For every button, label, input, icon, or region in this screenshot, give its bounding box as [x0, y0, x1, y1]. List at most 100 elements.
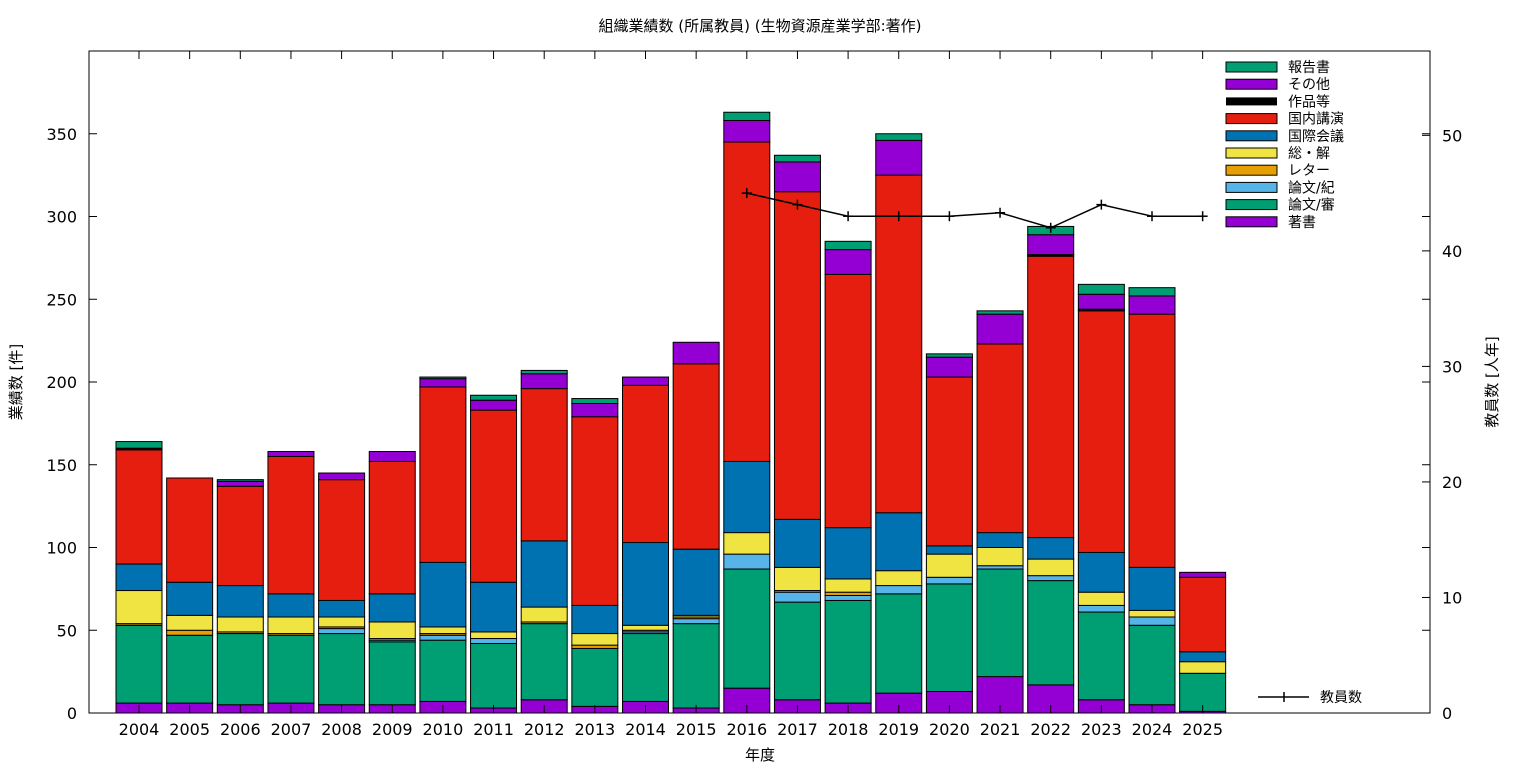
x-tick-label: 2018 — [828, 720, 869, 739]
bar-segment — [470, 631, 518, 640]
x-tick-label: 2015 — [676, 720, 717, 739]
x-tick-label: 2017 — [777, 720, 818, 739]
y2-tick-label: 0 — [1442, 704, 1452, 723]
bar-segment — [1027, 580, 1075, 686]
bar-segment — [824, 595, 872, 601]
legend-swatch — [1225, 147, 1278, 159]
legend-swatch — [1225, 216, 1278, 228]
bar-segment — [571, 647, 619, 707]
bar-segment — [1027, 255, 1075, 539]
bar-segment — [520, 540, 568, 608]
bar-segment — [622, 542, 669, 626]
legend-label: 国際会議 — [1288, 128, 1344, 145]
bar-segment — [773, 601, 821, 701]
x-tick-label: 2012 — [524, 720, 565, 739]
bar-segment — [824, 273, 872, 529]
bar-segment — [166, 629, 214, 636]
bars-group — [115, 111, 1227, 714]
chart-title: 組織業績数 (所属教員) (生物資源産業学部:著作) — [598, 17, 921, 35]
bar-segment — [723, 532, 771, 555]
bar-segment — [1128, 609, 1176, 618]
y-tick-label: 0 — [67, 704, 77, 723]
bar-segment — [115, 563, 163, 592]
bar-segment — [824, 240, 872, 251]
bar-segment — [318, 616, 366, 628]
bar-segment — [1128, 295, 1176, 315]
bar-segment — [925, 356, 973, 378]
bar-segment — [672, 363, 720, 550]
bar-segment — [267, 616, 315, 635]
bar-segment — [1077, 310, 1125, 553]
bar-segment — [824, 527, 872, 580]
bar-segment — [166, 634, 214, 704]
x-tick-label: 2007 — [271, 720, 312, 739]
bar-segment — [318, 479, 366, 601]
bar-segment — [976, 532, 1024, 548]
x-axis-ticks: 2004 2005 2006 2007 2008 2009 2010 2011 2012 2013… — [119, 51, 1223, 739]
bar-segment — [1128, 616, 1176, 626]
bar-segment — [723, 553, 771, 570]
bar-segment — [1128, 566, 1176, 611]
bar-segment — [419, 376, 467, 380]
bar-segment — [1077, 604, 1125, 613]
bar-segment — [368, 621, 416, 640]
bar-segment — [1077, 293, 1125, 310]
bar-segment — [723, 141, 771, 462]
bar-segment — [216, 633, 264, 706]
bar-segment — [824, 578, 872, 593]
bar-segment — [419, 634, 467, 641]
bar-segment — [1027, 575, 1075, 582]
bar-segment — [520, 369, 568, 375]
bar-segment — [166, 581, 214, 616]
bar-segment — [368, 460, 416, 595]
legend-swatch — [1225, 130, 1278, 142]
bar-segment — [672, 548, 720, 616]
bar-segment — [115, 449, 163, 565]
bar-segment — [115, 590, 163, 625]
bar-segment — [368, 451, 416, 462]
bar-segment — [166, 477, 214, 583]
bar-segment — [1027, 537, 1075, 560]
bar-segment — [216, 616, 264, 633]
bar-segment — [267, 593, 315, 618]
x-tick-label: 2021 — [980, 720, 1021, 739]
legend-swatch — [1225, 181, 1278, 193]
bar-segment — [672, 623, 720, 709]
bar-segment — [318, 472, 366, 481]
bar-segment — [216, 485, 264, 587]
bar-segment — [875, 174, 923, 514]
x-tick-label: 2022 — [1030, 720, 1071, 739]
y-tick-label: 100 — [46, 539, 77, 558]
bar-segment — [773, 154, 821, 163]
y-tick-label: 200 — [46, 373, 77, 392]
bar-segment — [1077, 611, 1125, 701]
bar-segment — [1179, 571, 1227, 578]
bar-segment — [166, 614, 214, 631]
bar-segment — [1128, 287, 1176, 297]
y2-tick-label: 10 — [1442, 588, 1462, 607]
bar-segment — [622, 633, 669, 702]
bar-segment — [1179, 651, 1227, 663]
y-tick-label: 300 — [46, 208, 77, 227]
bar-segment — [875, 593, 923, 694]
bar-segment — [1077, 551, 1125, 593]
x-tick-label: 2011 — [473, 720, 514, 739]
legend-swatch — [1226, 97, 1277, 106]
bar-segment — [875, 512, 923, 572]
bar-segment — [976, 568, 1024, 678]
staff-line-group — [741, 188, 1208, 233]
bar-segment — [571, 633, 619, 646]
bar-segment — [520, 606, 568, 623]
legend-swatch — [1225, 61, 1278, 73]
y-tick-label: 250 — [46, 290, 77, 309]
bar-segment — [571, 416, 619, 606]
bar-segment — [1179, 576, 1227, 653]
x-tick-label: 2014 — [625, 720, 666, 739]
bar-segment — [216, 585, 264, 618]
bar-segment — [976, 313, 1024, 345]
bar-segment — [115, 624, 163, 704]
bar-segment — [470, 409, 518, 583]
x-axis-label: 年度 — [745, 746, 775, 764]
bar-segment — [925, 353, 973, 358]
